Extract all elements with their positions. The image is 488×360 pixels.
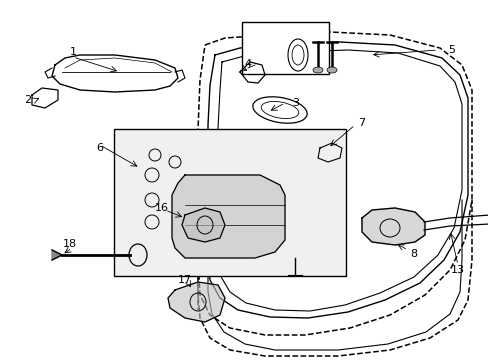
Ellipse shape xyxy=(312,67,323,73)
Text: 4: 4 xyxy=(244,59,251,69)
Polygon shape xyxy=(182,208,224,242)
Text: 17: 17 xyxy=(178,275,192,285)
Text: 13: 13 xyxy=(450,265,464,275)
Text: 6: 6 xyxy=(96,143,103,153)
Polygon shape xyxy=(172,175,285,258)
FancyBboxPatch shape xyxy=(241,22,328,74)
Ellipse shape xyxy=(326,67,336,73)
Text: 5: 5 xyxy=(447,45,454,55)
Text: 8: 8 xyxy=(409,249,417,259)
FancyBboxPatch shape xyxy=(114,129,346,276)
Polygon shape xyxy=(168,282,224,322)
Polygon shape xyxy=(52,250,62,260)
Polygon shape xyxy=(361,208,424,245)
Text: 18: 18 xyxy=(63,239,77,249)
Text: 3: 3 xyxy=(292,98,299,108)
Text: 1: 1 xyxy=(69,47,76,57)
Text: 2: 2 xyxy=(24,95,32,105)
Text: 7: 7 xyxy=(358,118,365,128)
Text: 16: 16 xyxy=(155,203,169,213)
